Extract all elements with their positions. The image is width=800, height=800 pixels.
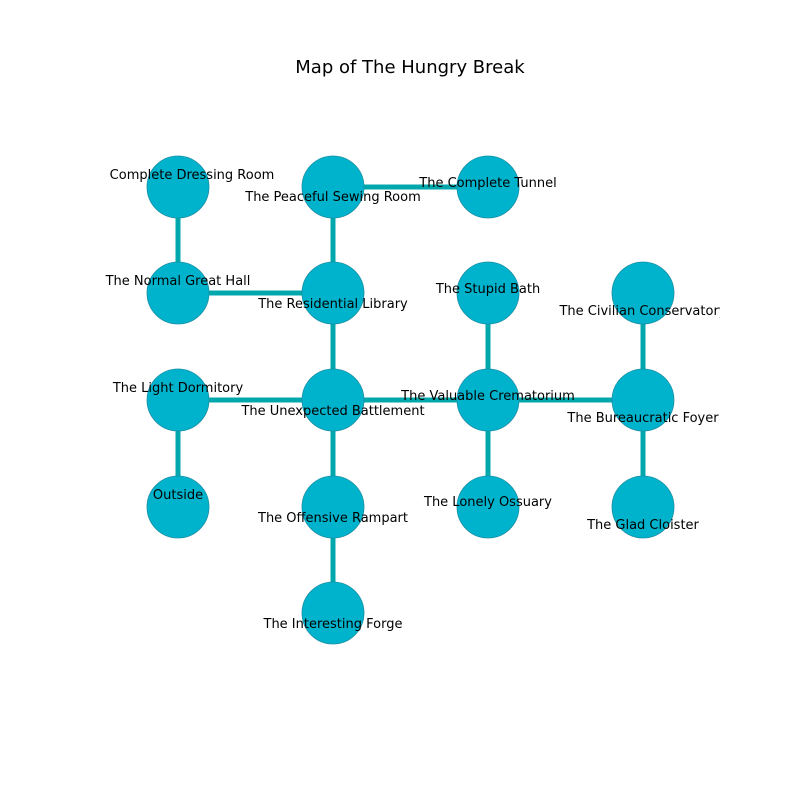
room-node-greathall (146, 261, 210, 325)
room-node-dressing (146, 155, 210, 219)
room-label-sewing: The Peaceful Sewing Room (244, 190, 421, 205)
diagram-title: Map of The Hungry Break (295, 57, 525, 78)
room-label-foyer: The Bureaucratic Foyer (566, 411, 719, 426)
room-node-outside (146, 475, 210, 539)
room-node-foyer (611, 368, 675, 432)
room-label-bath: The Stupid Bath (435, 282, 540, 297)
room-node-rampart (301, 475, 365, 539)
room-node-bath (456, 261, 520, 325)
room-node-cloister (611, 475, 675, 539)
room-label-rampart: The Offensive Rampart (257, 511, 408, 526)
room-label-crematorium: The Valuable Crematorium (400, 389, 575, 404)
room-label-outside: Outside (153, 488, 203, 503)
room-label-forge: The Interesting Forge (263, 617, 403, 632)
room-node-sewing (301, 155, 365, 219)
room-label-library: The Residential Library (257, 297, 408, 312)
room-label-conservatory: The Civilian Conservatory (558, 304, 726, 319)
room-node-dormitory (146, 368, 210, 432)
rooms-layer (146, 155, 675, 645)
room-label-greathall: The Normal Great Hall (105, 274, 251, 289)
room-label-dormitory: The Light Dormitory (112, 381, 244, 396)
labels-layer: Complete Dressing Room The Peaceful Sewin… (105, 168, 726, 632)
room-label-ossuary: The Lonely Ossuary (423, 495, 552, 510)
room-node-forge (301, 581, 365, 645)
room-label-cloister: The Glad Cloister (586, 518, 699, 533)
room-node-conservatory (611, 261, 675, 325)
room-label-dressing: Complete Dressing Room (110, 168, 275, 183)
room-node-ossuary (456, 475, 520, 539)
room-label-battlement: The Unexpected Battlement (240, 404, 424, 419)
room-label-tunnel: The Complete Tunnel (418, 176, 556, 191)
room-node-tunnel (456, 155, 520, 219)
room-node-battlement (301, 368, 365, 432)
room-node-crematorium (456, 368, 520, 432)
room-node-library (301, 261, 365, 325)
